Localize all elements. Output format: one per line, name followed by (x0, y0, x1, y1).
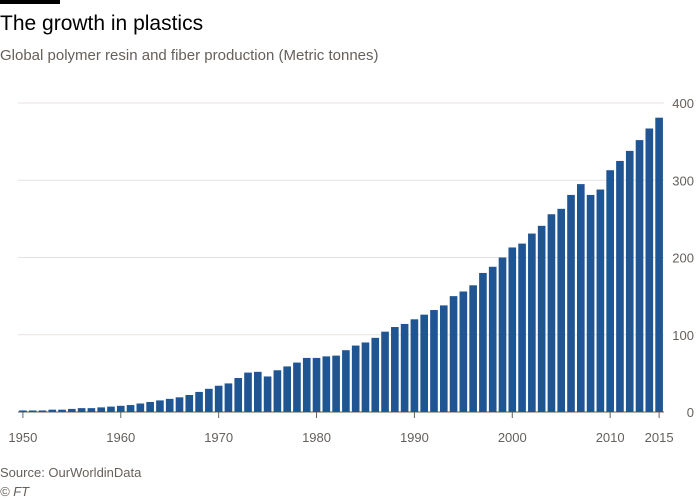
y-tick-label: 0 (687, 405, 694, 420)
bar-1951 (28, 410, 37, 412)
bar-1992 (430, 310, 438, 412)
bar-1988 (391, 327, 399, 412)
x-tick-label: 2010 (596, 430, 625, 445)
x-tick-label: 2015 (645, 430, 674, 445)
grid-lines (18, 102, 664, 413)
chart-subtitle: Global polymer resin and fiber productio… (0, 47, 379, 64)
bar-2010 (606, 170, 614, 412)
bar-1980 (312, 357, 321, 412)
bar-1987 (381, 331, 389, 412)
bar-1962 (136, 403, 145, 412)
bar-2009 (596, 189, 605, 412)
top-rule (0, 0, 60, 4)
bar-2012 (625, 150, 634, 412)
bar-1983 (342, 350, 350, 412)
bar-1999 (498, 257, 507, 412)
bar-1996 (469, 285, 477, 412)
bar-2000 (508, 247, 517, 412)
bar-1985 (361, 342, 370, 412)
x-tick-label: 1950 (8, 430, 37, 445)
bar-2013 (635, 140, 644, 412)
bar-1989 (400, 323, 409, 412)
bar-1986 (371, 337, 380, 412)
bar-1982 (332, 355, 340, 412)
source-note: Source: OurWorldinData (0, 465, 142, 480)
bar-1953 (48, 409, 57, 412)
bar-1979 (302, 357, 311, 412)
y-tick-label: 200 (672, 251, 694, 266)
bar-1974 (253, 371, 262, 412)
bar-1981 (322, 356, 331, 412)
bar-2014 (645, 128, 654, 413)
x-axis: 1950 1960 1970 1980 1990 2000 2010 2015 (8, 412, 674, 445)
bar-1984 (351, 345, 360, 412)
chart-title: The growth in plastics (0, 12, 204, 35)
bar-1956 (77, 408, 86, 412)
bar-1998 (488, 266, 497, 412)
bar-1952 (38, 410, 47, 412)
y-tick-label: 400 (672, 96, 694, 111)
bar-1968 (195, 391, 203, 412)
bar-1990 (410, 319, 419, 412)
bar-1971 (224, 383, 233, 412)
bar-1994 (449, 296, 458, 413)
bar-1991 (420, 314, 429, 412)
bar-1973 (244, 372, 252, 412)
y-axis: 0 100 200 300 400 (672, 96, 694, 420)
bar-1959 (107, 406, 115, 412)
bar-1977 (283, 366, 291, 412)
bar-1963 (146, 401, 154, 412)
bar-2008 (586, 194, 595, 412)
bar-1955 (68, 408, 76, 412)
bar-1954 (58, 409, 66, 412)
bar-1969 (205, 388, 213, 412)
bar-1967 (185, 395, 194, 412)
x-tick-label: 1960 (106, 430, 135, 445)
bar-1972 (234, 378, 243, 412)
copyright-note: © FT (0, 484, 30, 499)
bar-1965 (165, 398, 174, 412)
y-tick-label: 100 (672, 328, 694, 343)
x-tick-label: 2000 (498, 430, 527, 445)
bar-1950 (19, 410, 27, 412)
bar-1978 (293, 362, 301, 412)
bar-1997 (479, 272, 487, 412)
bar-2006 (567, 194, 575, 412)
y-tick-label: 300 (672, 173, 694, 188)
x-tick-label: 1970 (204, 430, 233, 445)
bar-1964 (156, 400, 164, 412)
bar-1958 (97, 407, 106, 412)
bar-2002 (528, 233, 536, 412)
bar-1957 (87, 408, 96, 412)
bar-2015 (655, 117, 663, 413)
bar-2005 (557, 208, 566, 412)
bar-1975 (263, 376, 272, 412)
bar-2007 (576, 184, 585, 412)
bar-1960 (116, 405, 125, 412)
bar-1995 (459, 291, 468, 412)
bar-2003 (537, 225, 546, 412)
bar-2011 (616, 160, 624, 412)
bar-1970 (214, 385, 223, 412)
bar-1976 (273, 370, 282, 412)
bar-1993 (439, 305, 448, 412)
x-tick-label: 1980 (302, 430, 331, 445)
bar-series (19, 117, 663, 413)
bar-1966 (175, 397, 184, 412)
bar-2001 (518, 243, 526, 412)
bar-2004 (547, 214, 556, 412)
bar-1961 (126, 405, 135, 412)
x-tick-label: 1990 (400, 430, 429, 445)
